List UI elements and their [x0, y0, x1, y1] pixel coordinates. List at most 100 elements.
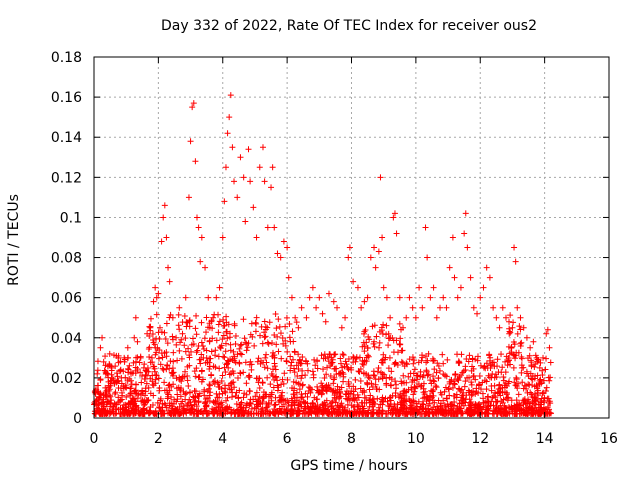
- scatter-point: [166, 314, 173, 321]
- scatter-point: [103, 370, 110, 377]
- scatter-point: [295, 365, 302, 372]
- scatter-point: [274, 387, 281, 394]
- scatter-point: [516, 406, 523, 413]
- scatter-point: [210, 399, 217, 406]
- scatter-point: [150, 339, 157, 346]
- scatter-point: [201, 388, 208, 395]
- data-point: [377, 174, 384, 181]
- scatter-point: [168, 394, 175, 401]
- scatter-point: [437, 402, 444, 409]
- scatter-point: [383, 322, 390, 329]
- scatter-point: [514, 385, 521, 392]
- scatter-point: [280, 380, 287, 387]
- scatter-point: [294, 373, 301, 380]
- data-point: [546, 344, 553, 351]
- data-point: [493, 314, 500, 321]
- data-point: [202, 264, 209, 271]
- scatter-point: [252, 328, 259, 335]
- data-point: [416, 284, 423, 291]
- scatter-point: [279, 376, 286, 383]
- scatter-point: [226, 386, 233, 393]
- scatter-point: [221, 322, 228, 329]
- scatter-point: [284, 348, 291, 355]
- data-point: [150, 298, 157, 305]
- data-point: [433, 314, 440, 321]
- scatter-point: [388, 376, 395, 383]
- scatter-point: [177, 339, 184, 346]
- scatter-point: [345, 366, 352, 373]
- scatter-point: [191, 368, 198, 375]
- scatter-point: [94, 358, 101, 365]
- scatter-point: [275, 398, 282, 405]
- scatter-point: [409, 354, 416, 361]
- data-point: [449, 234, 456, 241]
- data-point: [383, 294, 390, 301]
- scatter-point: [175, 384, 182, 391]
- scatter-point: [97, 377, 104, 384]
- scatter-point: [162, 336, 169, 343]
- scatter-point: [370, 340, 377, 347]
- scatter-point: [540, 377, 547, 384]
- x-axis-tick-labels: 0 2 4 6 8 10 12 14 16: [90, 431, 618, 447]
- scatter-point: [108, 371, 115, 378]
- scatter-point: [130, 359, 137, 366]
- scatter-point: [290, 356, 297, 363]
- scatter-point: [283, 314, 290, 321]
- data-point: [520, 324, 527, 331]
- scatter-point: [243, 347, 250, 354]
- scatter-point: [493, 398, 500, 405]
- data-point: [268, 184, 275, 191]
- scatter-point: [370, 371, 377, 378]
- scatter-point: [488, 374, 495, 381]
- scatter-point: [361, 358, 368, 365]
- scatter-point: [342, 358, 349, 365]
- scatter-point: [352, 395, 359, 402]
- scatter-point: [273, 341, 280, 348]
- scatter-point: [393, 337, 400, 344]
- scatter-point: [392, 392, 399, 399]
- scatter-point: [125, 410, 132, 417]
- data-point: [247, 178, 254, 185]
- scatter-point: [137, 410, 144, 417]
- scatter-point: [232, 393, 239, 400]
- scatter-point: [323, 371, 330, 378]
- scatter-point: [99, 399, 106, 406]
- data-point: [182, 294, 189, 301]
- scatter-point: [263, 404, 270, 411]
- data-point: [379, 234, 386, 241]
- scatter-point: [410, 398, 417, 405]
- scatter-point: [275, 316, 282, 323]
- scatter-point: [242, 359, 249, 366]
- scatter-point: [418, 405, 425, 412]
- data-point: [346, 244, 353, 251]
- scatter-point: [539, 408, 546, 415]
- scatter-point: [169, 336, 176, 343]
- y-tick-label: 0.1: [60, 210, 82, 226]
- scatter-point: [365, 372, 372, 379]
- scatter-point: [95, 393, 102, 400]
- scatter-point: [166, 410, 173, 417]
- scatter-point: [125, 369, 132, 376]
- scatter-point: [192, 325, 199, 332]
- scatter-point: [418, 382, 425, 389]
- scatter-point: [265, 340, 272, 347]
- scatter-point: [430, 357, 437, 364]
- scatter-point: [102, 353, 109, 360]
- scatter-point: [401, 379, 408, 386]
- scatter-point: [470, 406, 477, 413]
- scatter-point: [268, 371, 275, 378]
- scatter-point: [521, 382, 528, 389]
- scatter-point: [308, 410, 315, 417]
- scatter-point: [396, 340, 403, 347]
- scatter-point: [449, 409, 456, 416]
- scatter-point: [485, 393, 492, 400]
- scatter-point: [327, 372, 334, 379]
- scatter-point: [278, 392, 285, 399]
- scatter-point: [189, 335, 196, 342]
- data-point: [358, 304, 365, 311]
- scatter-point: [430, 373, 437, 380]
- scatter-point: [304, 360, 311, 367]
- scatter-point: [95, 401, 102, 408]
- scatter-point: [218, 377, 225, 384]
- scatter-point: [257, 400, 264, 407]
